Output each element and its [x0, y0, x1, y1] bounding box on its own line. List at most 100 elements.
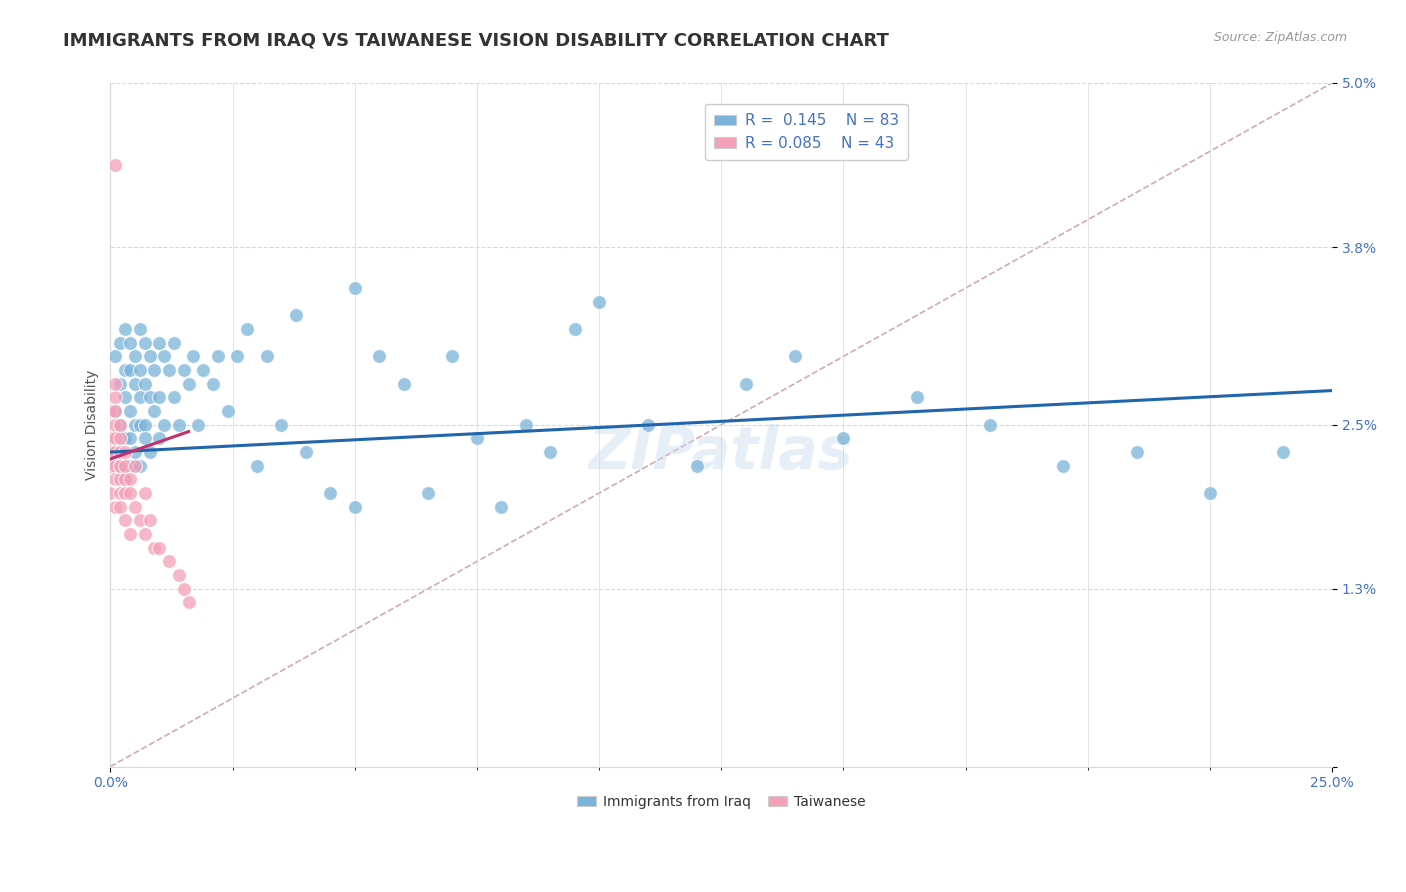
- Point: [163, 391, 186, 405]
- Point: [177, 595, 200, 609]
- Point: [143, 541, 166, 555]
- Point: [104, 350, 127, 364]
- Point: [979, 417, 1001, 432]
- Point: [104, 432, 127, 446]
- Point: [1052, 458, 1074, 473]
- Point: [138, 445, 160, 459]
- Point: [157, 554, 180, 568]
- Point: [905, 391, 928, 405]
- Point: [236, 322, 259, 336]
- Point: [128, 458, 150, 473]
- Point: [143, 363, 166, 377]
- Point: [114, 391, 136, 405]
- Point: [104, 417, 127, 432]
- Point: [368, 350, 391, 364]
- Point: [108, 458, 131, 473]
- Point: [128, 513, 150, 527]
- Point: [128, 322, 150, 336]
- Point: [100, 404, 122, 418]
- Point: [100, 432, 122, 446]
- Point: [246, 458, 269, 473]
- Point: [124, 350, 146, 364]
- Point: [108, 500, 131, 514]
- Point: [138, 391, 160, 405]
- Point: [193, 363, 215, 377]
- Point: [118, 486, 141, 500]
- Point: [134, 417, 156, 432]
- Point: [124, 458, 146, 473]
- Text: IMMIGRANTS FROM IRAQ VS TAIWANESE VISION DISABILITY CORRELATION CHART: IMMIGRANTS FROM IRAQ VS TAIWANESE VISION…: [63, 31, 889, 49]
- Point: [183, 350, 205, 364]
- Point: [173, 363, 195, 377]
- Point: [167, 417, 190, 432]
- Point: [134, 527, 156, 541]
- Point: [128, 417, 150, 432]
- Point: [124, 417, 146, 432]
- Point: [104, 472, 127, 486]
- Point: [118, 363, 141, 377]
- Point: [114, 472, 136, 486]
- Point: [637, 417, 659, 432]
- Point: [138, 513, 160, 527]
- Point: [108, 458, 131, 473]
- Point: [108, 335, 131, 350]
- Point: [256, 350, 278, 364]
- Point: [148, 541, 170, 555]
- Point: [226, 350, 249, 364]
- Point: [108, 486, 131, 500]
- Point: [114, 513, 136, 527]
- Point: [108, 376, 131, 391]
- Point: [104, 500, 127, 514]
- Point: [118, 404, 141, 418]
- Point: [588, 294, 610, 309]
- Point: [515, 417, 537, 432]
- Point: [148, 432, 170, 446]
- Point: [143, 404, 166, 418]
- Point: [104, 376, 127, 391]
- Point: [118, 527, 141, 541]
- Point: [148, 391, 170, 405]
- Point: [104, 458, 127, 473]
- Point: [343, 500, 366, 514]
- Point: [108, 432, 131, 446]
- Point: [108, 472, 131, 486]
- Point: [114, 458, 136, 473]
- Point: [343, 281, 366, 295]
- Point: [114, 486, 136, 500]
- Point: [104, 404, 127, 418]
- Point: [128, 391, 150, 405]
- Point: [104, 391, 127, 405]
- Point: [167, 568, 190, 582]
- Point: [114, 445, 136, 459]
- Point: [202, 376, 225, 391]
- Point: [217, 404, 239, 418]
- Point: [173, 582, 195, 596]
- Point: [319, 486, 342, 500]
- Point: [295, 445, 318, 459]
- Y-axis label: Vision Disability: Vision Disability: [86, 369, 100, 480]
- Point: [108, 445, 131, 459]
- Point: [104, 445, 127, 459]
- Point: [783, 350, 806, 364]
- Point: [1125, 445, 1147, 459]
- Point: [118, 472, 141, 486]
- Point: [734, 376, 756, 391]
- Point: [118, 432, 141, 446]
- Point: [108, 458, 131, 473]
- Point: [124, 500, 146, 514]
- Point: [564, 322, 586, 336]
- Point: [138, 350, 160, 364]
- Point: [134, 376, 156, 391]
- Point: [104, 404, 127, 418]
- Point: [465, 432, 488, 446]
- Point: [270, 417, 292, 432]
- Point: [100, 458, 122, 473]
- Legend: Immigrants from Iraq, Taiwanese: Immigrants from Iraq, Taiwanese: [571, 789, 872, 814]
- Point: [134, 432, 156, 446]
- Point: [108, 417, 131, 432]
- Point: [108, 417, 131, 432]
- Point: [1272, 445, 1295, 459]
- Point: [114, 432, 136, 446]
- Point: [177, 376, 200, 391]
- Point: [128, 363, 150, 377]
